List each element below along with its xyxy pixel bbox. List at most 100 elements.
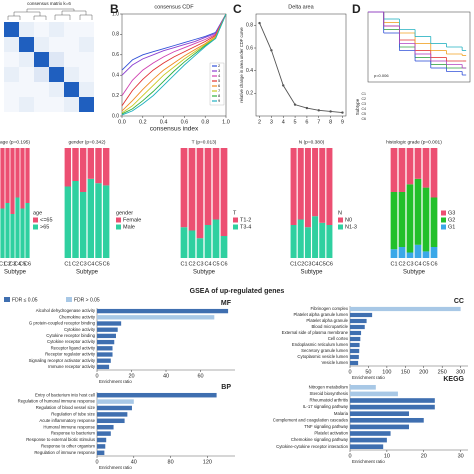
x-tick-label: 6 bbox=[305, 119, 308, 125]
category-label: Platelet alpha granule lumen bbox=[294, 312, 349, 317]
bar-segment bbox=[0, 148, 5, 209]
gsea-title: GSEA of up-regulated genes bbox=[190, 288, 285, 295]
bar-segment bbox=[304, 227, 311, 258]
risk-table-label: C2 bbox=[362, 97, 367, 101]
chart-title: BP bbox=[221, 384, 231, 391]
bar-segment bbox=[430, 197, 438, 247]
bar bbox=[97, 444, 106, 449]
bar-segment bbox=[102, 148, 110, 186]
y-tick-label: 0.4 bbox=[246, 68, 253, 74]
bar bbox=[97, 412, 128, 417]
category-label: Response to other organism bbox=[41, 444, 95, 449]
bar bbox=[97, 315, 215, 320]
bar-segment bbox=[212, 219, 220, 258]
x-axis-label: Subtype bbox=[4, 270, 27, 276]
legend-label: Male bbox=[123, 224, 135, 230]
x-tick-label: 9 bbox=[341, 119, 344, 125]
x-axis-label: Subtype bbox=[76, 270, 99, 276]
line bbox=[121, 13, 227, 71]
bar-segment bbox=[414, 178, 422, 245]
bar-segment bbox=[0, 208, 5, 258]
category-label: Signaling receptor activator activity bbox=[29, 358, 96, 363]
plot-frame bbox=[367, 11, 471, 83]
legend-label: FDR ≤ 0.05 bbox=[12, 297, 38, 303]
heatmap-cell bbox=[34, 52, 49, 67]
bar-segment bbox=[406, 148, 414, 185]
category-label: Alcohol dehydrogenase activity bbox=[36, 308, 96, 313]
heatmap-cell bbox=[49, 52, 64, 67]
category-label: Platelet activation bbox=[314, 431, 348, 436]
bar bbox=[350, 431, 391, 436]
heatmap-cell bbox=[34, 22, 49, 37]
bar bbox=[97, 364, 110, 370]
legend-label: 4 bbox=[218, 73, 221, 78]
legend-swatch bbox=[338, 217, 343, 223]
bar bbox=[350, 417, 424, 423]
x-axis-label: Enrichment ratio bbox=[352, 375, 385, 380]
bar-segment bbox=[188, 230, 196, 258]
heatmap-cell bbox=[4, 37, 19, 52]
legend-swatch bbox=[33, 224, 38, 230]
bar bbox=[350, 336, 361, 342]
bar bbox=[350, 404, 435, 410]
bar bbox=[350, 424, 409, 430]
x-tick-label: 100 bbox=[382, 369, 391, 375]
x-tick-label: 0.2 bbox=[139, 119, 147, 125]
chart-title: N (p=0.380) bbox=[299, 139, 325, 145]
bar bbox=[97, 392, 217, 398]
legend-label: 6 bbox=[218, 83, 221, 88]
bar-segment bbox=[414, 244, 422, 258]
heatmap-cell bbox=[4, 97, 19, 112]
chart-title: gender (p=0.342) bbox=[69, 139, 106, 145]
legend-label: 8 bbox=[218, 93, 221, 98]
x-axis-label: Enrichment ratio bbox=[352, 459, 385, 464]
heatmap-cell bbox=[79, 22, 94, 37]
x-tick-label: C2 bbox=[4, 261, 11, 267]
bar-segment bbox=[87, 178, 95, 258]
legend-label: >65 bbox=[40, 224, 49, 230]
x-axis-label: Enrichment ratio bbox=[99, 465, 132, 470]
category-label: Malaria bbox=[334, 411, 349, 416]
bar-segment bbox=[312, 148, 319, 217]
y-tick-label: 0.2 bbox=[112, 93, 119, 99]
heatmap-cell bbox=[4, 67, 19, 82]
heatmap-cell bbox=[49, 22, 64, 37]
x-tick-label: 0.6 bbox=[181, 119, 189, 125]
bar-segment bbox=[20, 148, 25, 209]
category-label: Receptor ligand activity bbox=[51, 345, 96, 350]
legend-label: 2 bbox=[218, 63, 221, 68]
legend-swatch bbox=[116, 217, 121, 223]
legend-swatch bbox=[441, 210, 446, 216]
heatmap-dendrogram bbox=[7, 8, 93, 20]
bar-segment bbox=[422, 251, 430, 258]
bar-segment bbox=[422, 148, 430, 188]
bar-segment bbox=[220, 148, 228, 236]
x-tick-label: 4 bbox=[282, 119, 285, 125]
category-label: Blood microparticle bbox=[311, 324, 348, 329]
y-tick-label: 0.8 bbox=[246, 23, 253, 29]
panel-label: D bbox=[352, 2, 361, 16]
legend-label: G2 bbox=[448, 217, 455, 223]
bar-segment bbox=[414, 148, 422, 179]
x-tick-label: 0.4 bbox=[160, 119, 168, 125]
bar bbox=[97, 418, 125, 424]
category-label: Regulation of immune response bbox=[34, 450, 95, 455]
heatmap-cell bbox=[19, 67, 34, 82]
category-label: Chemokine activity bbox=[59, 314, 96, 319]
category-label: Entry of bacterium into host cell bbox=[35, 392, 95, 397]
bar bbox=[97, 358, 111, 363]
bar-segment bbox=[79, 148, 87, 192]
legend-label: 3 bbox=[218, 68, 221, 73]
legend-label: N1-3 bbox=[345, 224, 357, 230]
x-tick-label: C4 bbox=[204, 261, 211, 267]
category-label: Cytokine receptor binding bbox=[46, 333, 95, 338]
heatmap-cell bbox=[49, 37, 64, 52]
chart-title: histologic grade (p=0.001) bbox=[386, 139, 442, 145]
bar-segment bbox=[312, 216, 319, 258]
legend-title: age bbox=[33, 210, 42, 216]
y-tick-label: 0.6 bbox=[112, 52, 119, 58]
x-tick-label: C6 bbox=[326, 261, 333, 267]
category-label: G protein-coupled receptor binding bbox=[29, 321, 96, 326]
category-label: Humoral immune response bbox=[43, 424, 95, 429]
x-tick-label: 30 bbox=[458, 453, 464, 459]
